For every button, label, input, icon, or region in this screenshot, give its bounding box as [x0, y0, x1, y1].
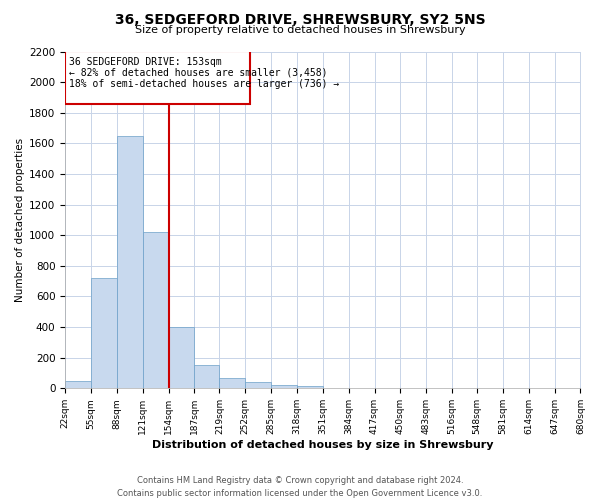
Bar — [271, 384, 297, 388]
Text: ← 82% of detached houses are smaller (3,458): ← 82% of detached houses are smaller (3,… — [69, 68, 328, 78]
Text: Contains HM Land Registry data © Crown copyright and database right 2024.
Contai: Contains HM Land Registry data © Crown c… — [118, 476, 482, 498]
Y-axis label: Number of detached properties: Number of detached properties — [15, 138, 25, 302]
Bar — [169, 327, 194, 388]
Text: 36 SEDGEFORD DRIVE: 153sqm: 36 SEDGEFORD DRIVE: 153sqm — [69, 57, 222, 67]
Bar — [117, 136, 143, 388]
Bar — [297, 386, 323, 388]
Bar — [91, 278, 117, 388]
Text: 36, SEDGEFORD DRIVE, SHREWSBURY, SY2 5NS: 36, SEDGEFORD DRIVE, SHREWSBURY, SY2 5NS — [115, 12, 485, 26]
Bar — [245, 382, 271, 388]
Bar — [143, 232, 169, 388]
Bar — [220, 378, 245, 388]
Bar — [65, 380, 91, 388]
Bar — [194, 366, 220, 388]
Text: 18% of semi-detached houses are larger (736) →: 18% of semi-detached houses are larger (… — [69, 79, 340, 89]
X-axis label: Distribution of detached houses by size in Shrewsbury: Distribution of detached houses by size … — [152, 440, 494, 450]
Bar — [65, 52, 250, 104]
Text: Size of property relative to detached houses in Shrewsbury: Size of property relative to detached ho… — [134, 25, 466, 35]
